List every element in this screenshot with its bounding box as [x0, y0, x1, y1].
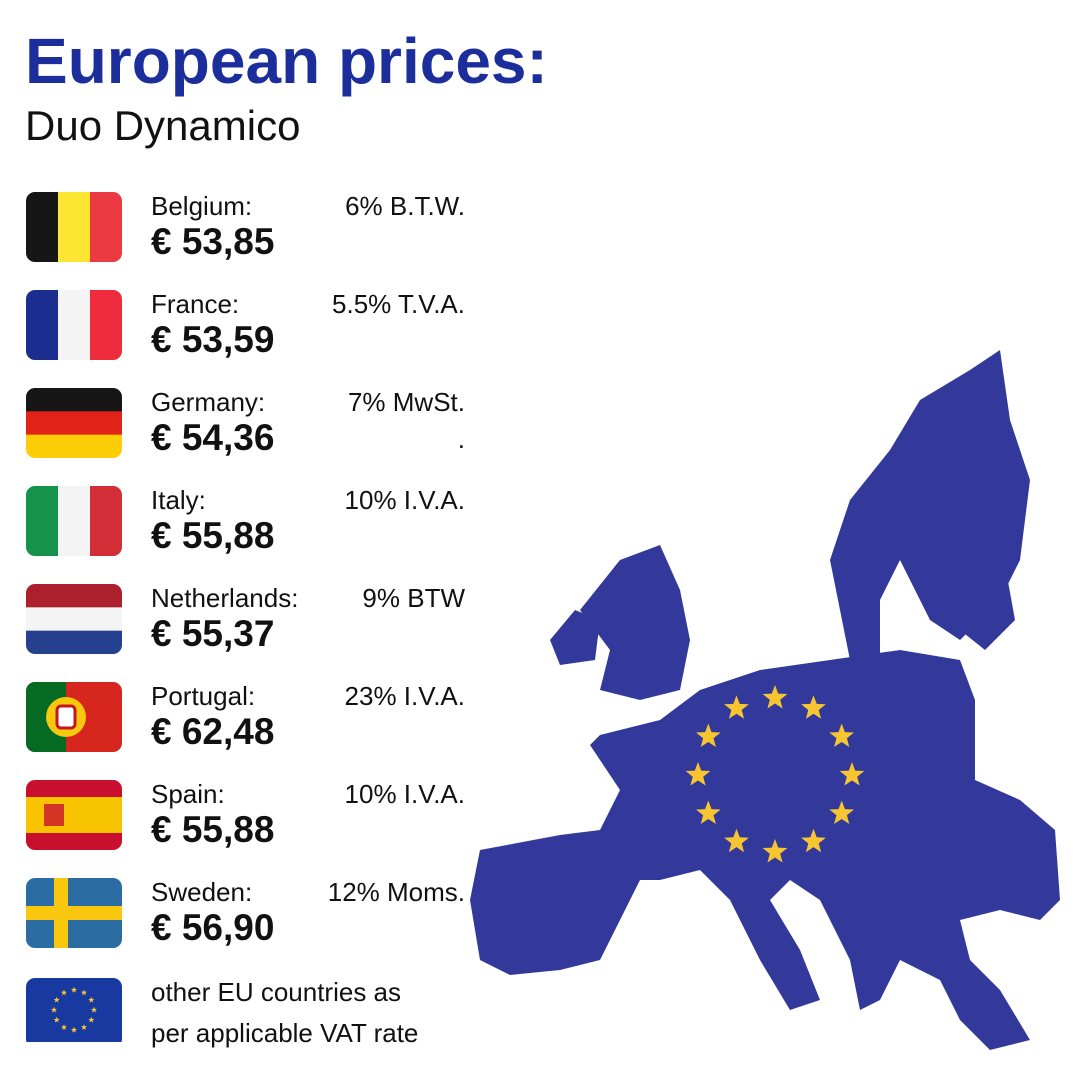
- country-name: Spain:: [151, 779, 225, 809]
- vat-rate: 6% B.T.W.: [345, 191, 465, 221]
- footer-line: other EU countries as: [151, 977, 401, 1007]
- footer-line: per applicable VAT rate: [151, 1018, 418, 1048]
- star: [71, 986, 77, 993]
- stripe: [58, 192, 91, 262]
- flag: [26, 486, 122, 556]
- country-row: France: 5.5% T.V.A. € 53,59: [26, 289, 465, 360]
- star: [81, 989, 87, 996]
- cross: [26, 906, 122, 920]
- emblem-shield: [55, 704, 77, 730]
- country-name: Belgium:: [151, 191, 252, 221]
- country-row: Italy: 10% I.V.A. € 55,88: [26, 485, 465, 556]
- star: [51, 1006, 57, 1013]
- eu-stars: [685, 685, 865, 863]
- star: [685, 762, 711, 786]
- flag: [26, 290, 122, 360]
- country-name: Italy:: [151, 485, 206, 515]
- star: [71, 1026, 77, 1033]
- title: European prices:: [25, 25, 548, 97]
- country-row: Netherlands: 9% BTW € 55,37: [26, 583, 465, 654]
- country-row: Belgium: 6% B.T.W. € 53,85: [26, 191, 465, 262]
- country-row: Germany: 7% MwSt.. € 54,36: [26, 387, 465, 458]
- star: [724, 695, 749, 719]
- vat-rate: 10% I.V.A.: [345, 779, 465, 809]
- footer: other EU countries as per applicable VAT …: [26, 977, 418, 1048]
- flag: [26, 584, 122, 654]
- europe-map: [470, 350, 1060, 1050]
- vat-rate: 7% MwSt.: [348, 387, 465, 417]
- eu-flag: [26, 978, 122, 1042]
- stripe: [90, 290, 122, 360]
- star: [829, 800, 854, 824]
- stripe: [58, 486, 91, 556]
- emblem: [44, 804, 64, 826]
- country-name: France:: [151, 289, 239, 319]
- star: [696, 800, 721, 824]
- star: [81, 1024, 87, 1030]
- country-row: Sweden: 12% Moms. € 56,90: [26, 877, 465, 948]
- price: € 55,88: [151, 515, 274, 556]
- vat-rate: 10% I.V.A.: [345, 485, 465, 515]
- star: [61, 989, 67, 996]
- star: [61, 1024, 67, 1030]
- flag: [26, 780, 122, 850]
- star: [91, 1006, 97, 1013]
- price: € 56,90: [151, 907, 274, 948]
- subtitle: Duo Dynamico: [25, 102, 300, 149]
- stripe: [26, 486, 59, 556]
- country-name: Sweden:: [151, 877, 252, 907]
- star: [53, 996, 60, 1003]
- star: [88, 1016, 95, 1023]
- flag: [26, 878, 122, 948]
- star: [801, 695, 826, 719]
- stripe: [90, 486, 122, 556]
- star: [724, 828, 749, 853]
- star: [801, 828, 826, 853]
- price: € 53,85: [151, 221, 274, 262]
- stripe: [26, 434, 122, 458]
- stripe: [26, 584, 122, 608]
- vat-rate: 23% I.V.A.: [345, 681, 465, 711]
- price: € 54,36: [151, 417, 274, 458]
- star: [53, 1016, 60, 1023]
- flag: [26, 682, 122, 752]
- vat-rate: 5.5% T.V.A.: [332, 289, 465, 319]
- star: [696, 723, 721, 747]
- flag: [26, 388, 122, 458]
- country-name: Netherlands:: [151, 583, 298, 613]
- star: [762, 685, 788, 709]
- country-name: Germany:: [151, 387, 265, 417]
- star: [762, 839, 788, 863]
- stripe: [26, 607, 122, 632]
- price: € 62,48: [151, 711, 274, 752]
- stripe: [58, 290, 91, 360]
- price: € 53,59: [151, 319, 274, 360]
- country-name: Portugal:: [151, 681, 255, 711]
- vat-rate: 9% BTW: [362, 583, 465, 613]
- stripe: [26, 388, 122, 412]
- price: € 55,37: [151, 613, 274, 654]
- stripe: [26, 192, 59, 262]
- star: [829, 723, 854, 747]
- vat-rate: 12% Moms.: [328, 877, 465, 907]
- stripe: [26, 290, 59, 360]
- country-row: Portugal: 23% I.V.A. € 62,48: [26, 681, 465, 752]
- stripe: [26, 797, 122, 833]
- stripe: [26, 630, 122, 654]
- vat-extra: .: [458, 424, 465, 454]
- country-row: Spain: 10% I.V.A. € 55,88: [26, 779, 465, 850]
- stripe: [26, 411, 122, 436]
- stripe: [90, 192, 122, 262]
- price: € 55,88: [151, 809, 274, 850]
- star: [88, 996, 95, 1003]
- star: [839, 762, 865, 786]
- price-list: Belgium: 6% B.T.W. € 53,85 France: 5.5% T.V.…: [26, 191, 465, 948]
- flag: [26, 192, 122, 262]
